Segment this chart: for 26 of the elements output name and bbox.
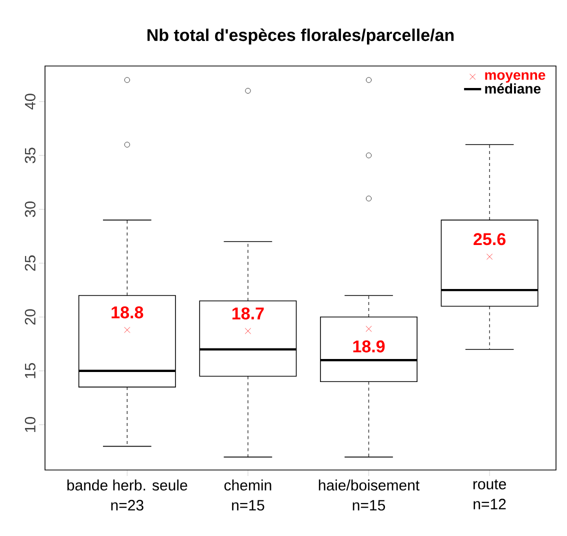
- x-tick-label: haie/boisement: [318, 480, 420, 491]
- chart-title: Nb total d'espèces florales/parcelle/an: [148, 28, 454, 44]
- point: [244, 328, 251, 334]
- data-label: 18.9: [353, 340, 385, 352]
- legend-label: médiane: [485, 83, 541, 94]
- text: n=23: [111, 500, 144, 511]
- point: [124, 326, 130, 333]
- x-tick-label: chemin: [224, 480, 272, 491]
- legend-label: moyenne: [485, 72, 546, 83]
- point: [366, 326, 372, 332]
- text: n=15: [352, 500, 386, 511]
- x-tick-label: bande herb. seule: [67, 480, 188, 491]
- y-tick-label: 25: [24, 255, 36, 271]
- y-tick-label: 15: [25, 363, 36, 378]
- text: n=12: [474, 498, 506, 510]
- y-tick-label: 20: [24, 309, 36, 325]
- data-label: 18.8: [112, 306, 144, 318]
- data-label: 18.7: [232, 307, 264, 320]
- x-tick-label: route: [473, 480, 506, 490]
- y-tick-label: 35: [24, 148, 36, 164]
- y-tick-label: 40: [24, 94, 36, 110]
- y-tick-label: 30: [24, 202, 36, 218]
- data-label: 25.6: [474, 233, 506, 246]
- point: [486, 254, 493, 260]
- y-tick-label: 10: [24, 417, 36, 432]
- text: n=15: [232, 500, 264, 511]
